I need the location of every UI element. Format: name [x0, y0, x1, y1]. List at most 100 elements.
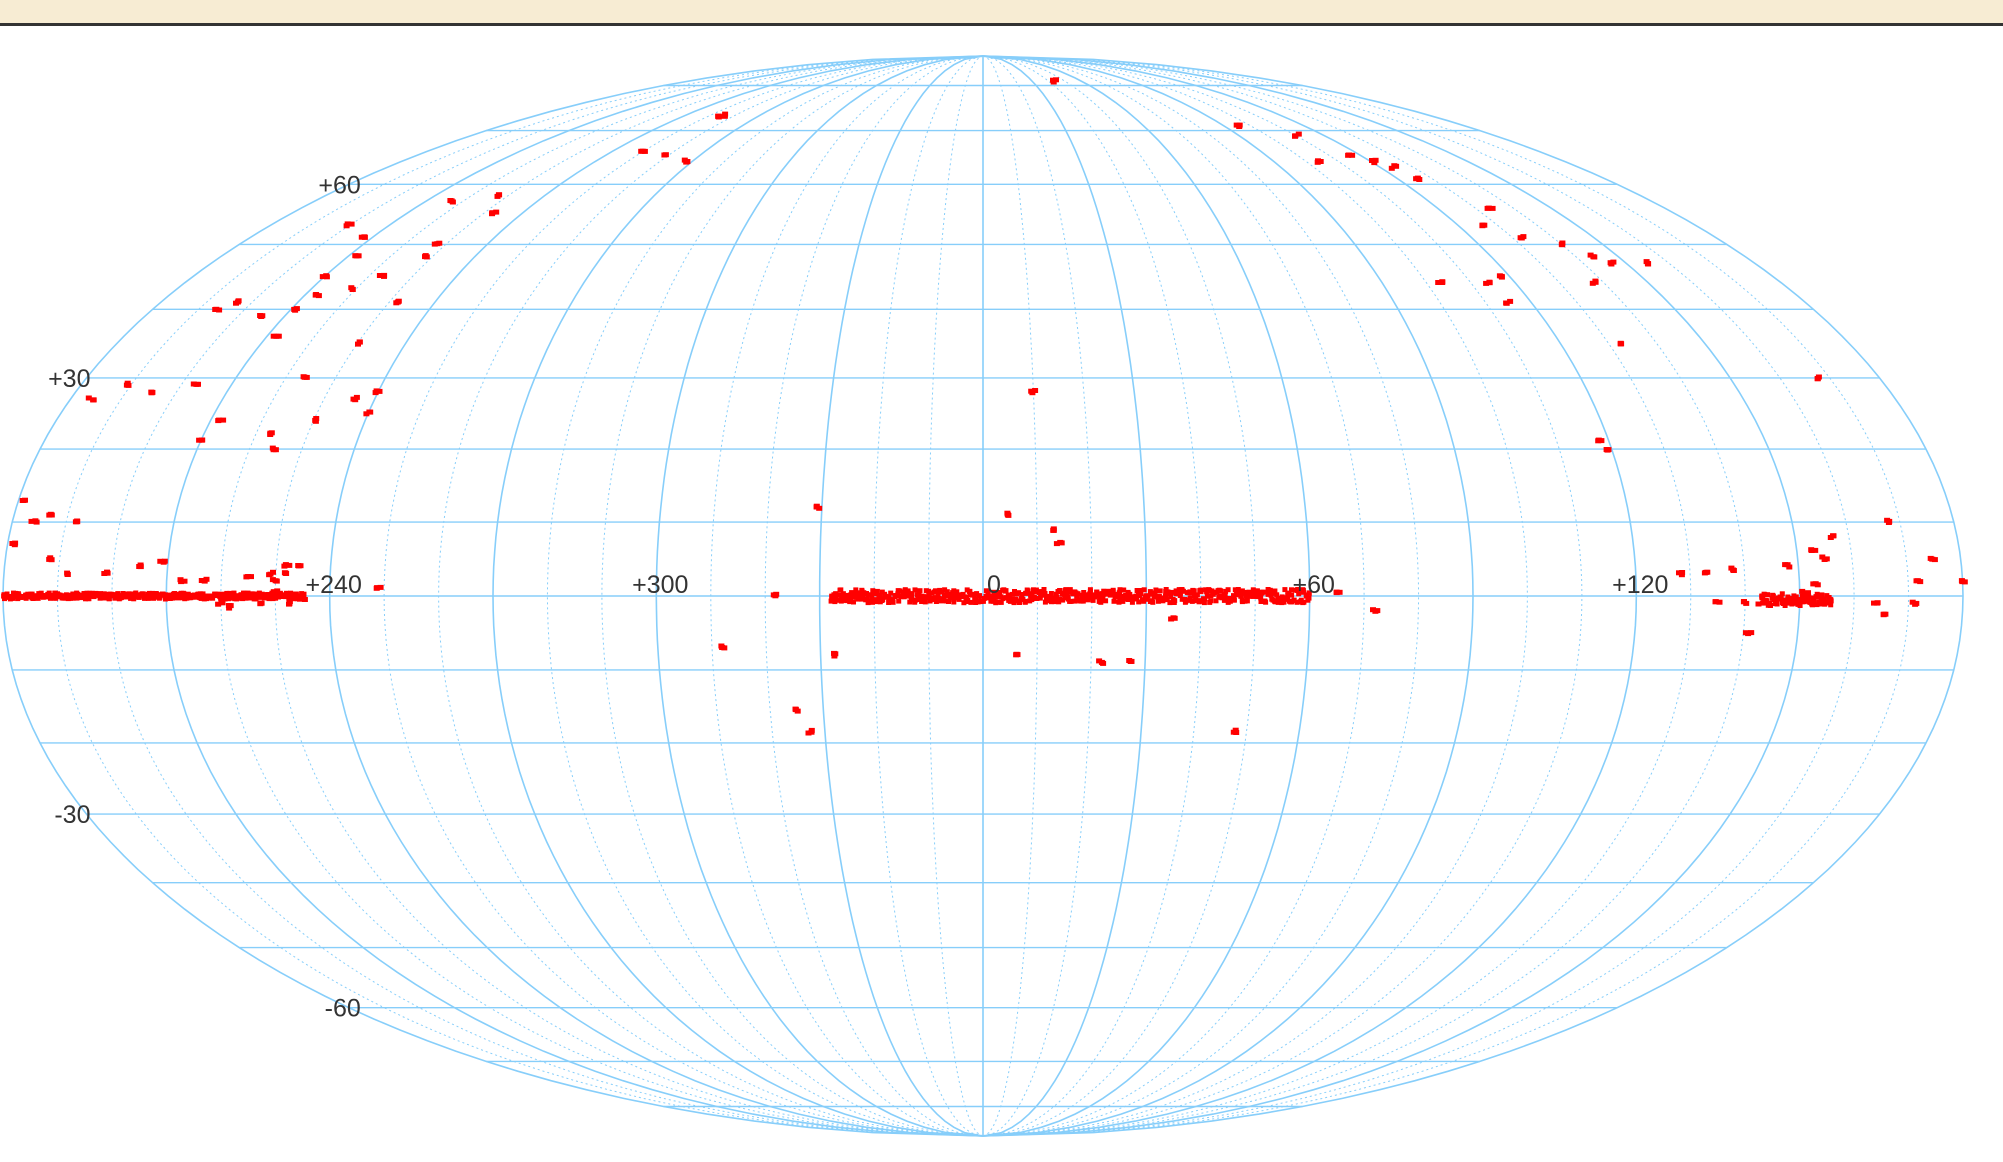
data-point [871, 590, 877, 596]
data-point [1289, 592, 1295, 598]
data-point [1238, 593, 1244, 599]
data-point [220, 417, 227, 423]
data-point [204, 596, 210, 602]
data-point [40, 593, 45, 598]
data-point [1880, 611, 1887, 617]
data-point [898, 593, 904, 599]
data-point [1289, 587, 1294, 593]
data-point [12, 540, 19, 546]
data-point [268, 593, 273, 599]
data-point [813, 503, 820, 509]
data-point [245, 590, 251, 596]
data-point [1914, 578, 1921, 584]
data-point [273, 595, 279, 601]
data-point [1113, 593, 1119, 599]
data-point [1198, 587, 1204, 593]
data-point [120, 591, 126, 596]
data-point [32, 518, 39, 524]
data-point [1489, 205, 1496, 211]
data-point [954, 589, 960, 595]
data-point [1164, 597, 1170, 603]
data-point [253, 592, 259, 597]
data-point [926, 593, 932, 598]
data-point [1820, 599, 1826, 605]
latitude-label: -30 [54, 801, 90, 829]
data-point [1149, 591, 1155, 596]
data-point [1048, 591, 1054, 596]
data-point [965, 597, 971, 603]
data-point [286, 601, 292, 607]
data-point [1235, 591, 1241, 597]
data-point [1123, 592, 1129, 598]
data-point [350, 396, 357, 402]
data-point [1129, 594, 1135, 600]
data-point [828, 598, 834, 604]
data-point [1643, 259, 1650, 265]
data-point [835, 597, 841, 603]
data-point [1176, 587, 1182, 593]
data-point [1265, 591, 1271, 597]
data-point [914, 592, 920, 598]
data-point [939, 598, 945, 604]
data-point [773, 591, 780, 597]
data-point [45, 591, 51, 597]
data-point [1222, 596, 1228, 602]
data-point [377, 584, 384, 590]
data-point [1110, 589, 1116, 595]
data-point [1022, 599, 1028, 605]
data-point [1805, 590, 1811, 596]
longitude-label: +300 [632, 571, 688, 599]
data-point [1607, 260, 1614, 266]
data-point [245, 574, 252, 579]
data-point [1604, 447, 1611, 453]
data-point [805, 730, 812, 736]
data-point [1741, 599, 1747, 604]
data-point [1116, 593, 1122, 599]
data-point [855, 596, 861, 602]
data-point [423, 254, 430, 260]
data-point [832, 599, 838, 605]
data-point [1913, 600, 1920, 606]
data-point [1598, 438, 1605, 444]
data-point [931, 589, 937, 595]
data-point [281, 563, 288, 569]
data-point [919, 599, 925, 604]
data-point [297, 563, 304, 569]
data-point [12, 590, 18, 596]
data-point [282, 570, 289, 576]
data-point [148, 390, 155, 396]
data-point [374, 585, 381, 591]
data-point [291, 306, 298, 312]
data-point [936, 595, 942, 601]
data-point [1000, 596, 1006, 602]
data-point [381, 272, 388, 278]
data-point [1053, 541, 1060, 547]
data-point [948, 594, 954, 600]
data-point [956, 596, 962, 602]
data-point [313, 416, 320, 421]
data-point [1291, 597, 1297, 603]
data-point [1011, 600, 1017, 606]
data-point [1079, 592, 1085, 598]
data-point [218, 600, 225, 606]
data-point [1828, 598, 1834, 604]
data-point [393, 300, 400, 306]
data-point [1784, 562, 1791, 568]
data-point [1019, 592, 1025, 597]
data-point [1134, 588, 1140, 593]
data-point [997, 590, 1003, 595]
data-point [980, 598, 986, 604]
data-point [229, 595, 235, 601]
data-point [1191, 598, 1197, 604]
data-point [104, 569, 110, 575]
longitude-label: +120 [1612, 571, 1668, 599]
data-point [1134, 596, 1139, 602]
data-point [1811, 601, 1817, 606]
data-point [1137, 588, 1143, 593]
data-point [15, 596, 21, 602]
data-point [187, 593, 192, 599]
data-point [1111, 598, 1117, 604]
data-point [1188, 590, 1194, 596]
data-point [992, 590, 998, 596]
latitude-label: -60 [325, 995, 361, 1023]
